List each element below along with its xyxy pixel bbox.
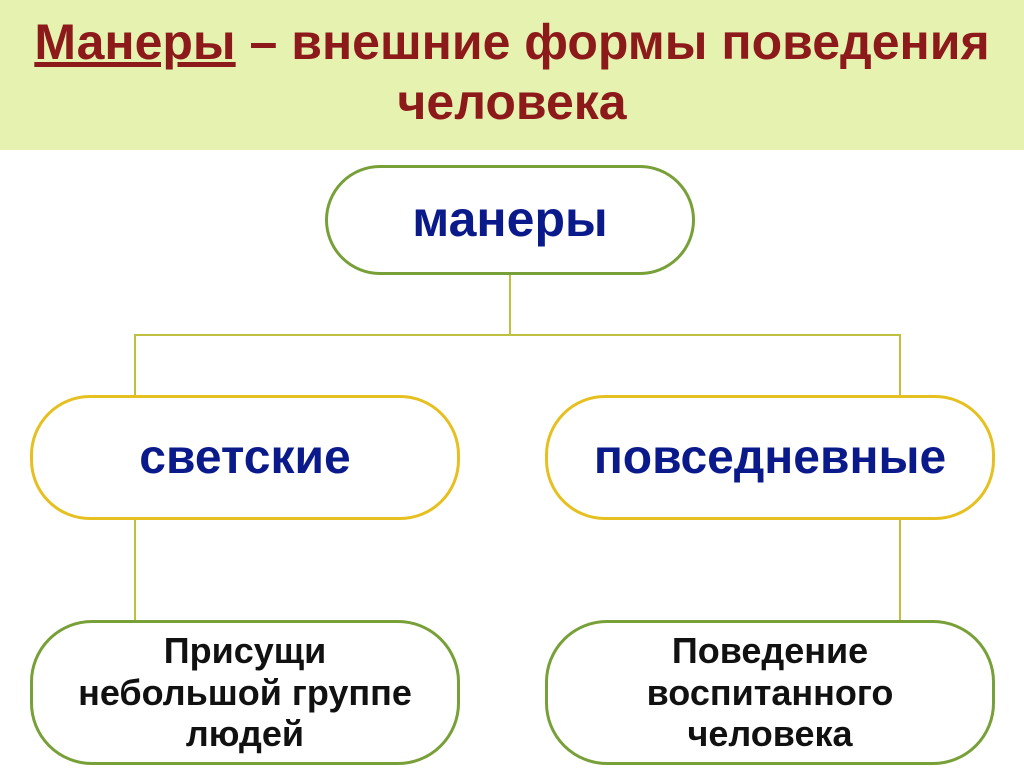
node-secular: светские [30,395,460,520]
slide-title: Манеры – внешние формы поведения человек… [0,0,1024,150]
hierarchy-diagram: манеры светские повседневные Присущи неб… [0,150,1024,760]
node-everyday: повседневные [545,395,995,520]
node-everyday-desc-label: Поведение воспитанного человека [572,630,968,754]
node-root: манеры [325,165,695,275]
node-everyday-label: повседневные [594,430,946,485]
node-secular-desc: Присущи небольшой группе людей [30,620,460,765]
node-everyday-desc: Поведение воспитанного человека [545,620,995,765]
title-rest: – внешние формы поведения человека [236,14,990,130]
node-secular-desc-label: Присущи небольшой группе людей [57,630,433,754]
node-root-label: манеры [412,191,607,249]
title-keyword: Манеры [34,14,235,70]
node-secular-label: светские [139,430,350,485]
